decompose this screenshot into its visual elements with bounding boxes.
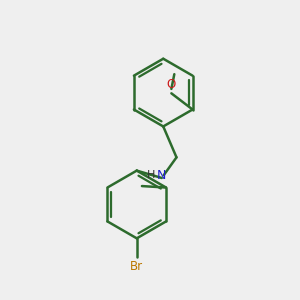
Text: N: N [157, 169, 167, 182]
Text: Br: Br [130, 260, 143, 273]
Text: H: H [147, 170, 155, 180]
Text: O: O [167, 78, 176, 91]
